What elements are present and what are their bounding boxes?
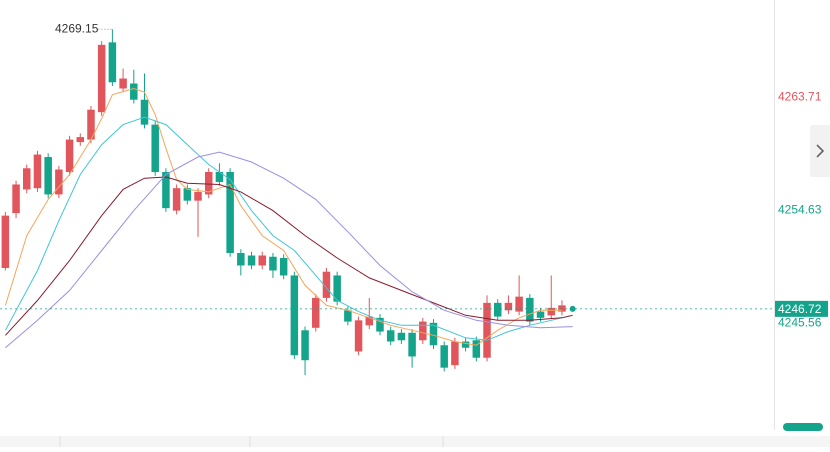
candle-body (333, 275, 341, 302)
candle-body (451, 341, 459, 366)
candle-body (376, 317, 384, 332)
candle-body (322, 271, 331, 298)
candle-body (247, 255, 256, 266)
expand-arrow (816, 144, 825, 158)
candle-body (290, 275, 299, 356)
candle-body (140, 99, 149, 125)
candle-body (515, 296, 523, 312)
candle-body (408, 332, 416, 357)
candle-body (55, 169, 63, 195)
candle-body (258, 255, 266, 266)
candle-body (162, 172, 170, 209)
scroll-indicator[interactable] (783, 423, 823, 431)
candle-body (493, 302, 502, 317)
bottom-bar (0, 436, 830, 447)
candle-body (130, 83, 138, 100)
candle-body (172, 188, 181, 211)
last-price-dot (569, 305, 576, 312)
candle-body (1, 215, 10, 268)
candle-body (23, 168, 31, 190)
y-tick-label: 4254.63 (778, 202, 822, 216)
candle-body (204, 172, 213, 195)
candle-body (194, 191, 202, 201)
candle-body (87, 109, 95, 140)
candle-body (354, 320, 363, 352)
candle-body (97, 44, 106, 113)
candle-body (215, 172, 224, 182)
candle-body (279, 258, 288, 276)
candle-body (65, 139, 74, 172)
candle-body (429, 322, 438, 346)
candle-body (269, 256, 277, 271)
candle-body (397, 332, 406, 341)
candle-body (472, 340, 481, 358)
candle-body (344, 310, 352, 322)
max-label: 4269.15 (55, 21, 99, 35)
candle-body (386, 330, 395, 342)
candle-body (76, 137, 85, 143)
candle-body (526, 297, 534, 322)
candle-body (461, 341, 470, 348)
candle-body (440, 345, 448, 368)
expand-button[interactable] (810, 125, 830, 177)
y-tick-label: 4245.56 (778, 315, 822, 329)
moving-average-line (5, 176, 573, 336)
candle-body (547, 307, 555, 316)
candle-body (151, 124, 159, 172)
last-price-label: 4246.72 (778, 302, 822, 316)
candle-body (183, 188, 192, 201)
candle-body (44, 157, 52, 195)
candle-body (226, 172, 234, 254)
moving-average-line (4, 116, 573, 341)
moving-average-line (4, 87, 562, 346)
candle-body (312, 297, 320, 328)
candle-body (536, 311, 545, 318)
last-price-box (775, 300, 828, 317)
candle-body (12, 184, 20, 214)
candle-body (301, 330, 309, 361)
candle-body (419, 321, 427, 341)
candle-body (108, 42, 117, 83)
y-tick-label: 4263.71 (778, 89, 822, 103)
candle-body (483, 302, 491, 358)
moving-average-line (5, 151, 573, 349)
candle-body (365, 316, 374, 326)
candle-body (504, 302, 513, 311)
candle-body (33, 154, 42, 189)
candle-body (237, 253, 245, 266)
candle-body (119, 78, 127, 89)
